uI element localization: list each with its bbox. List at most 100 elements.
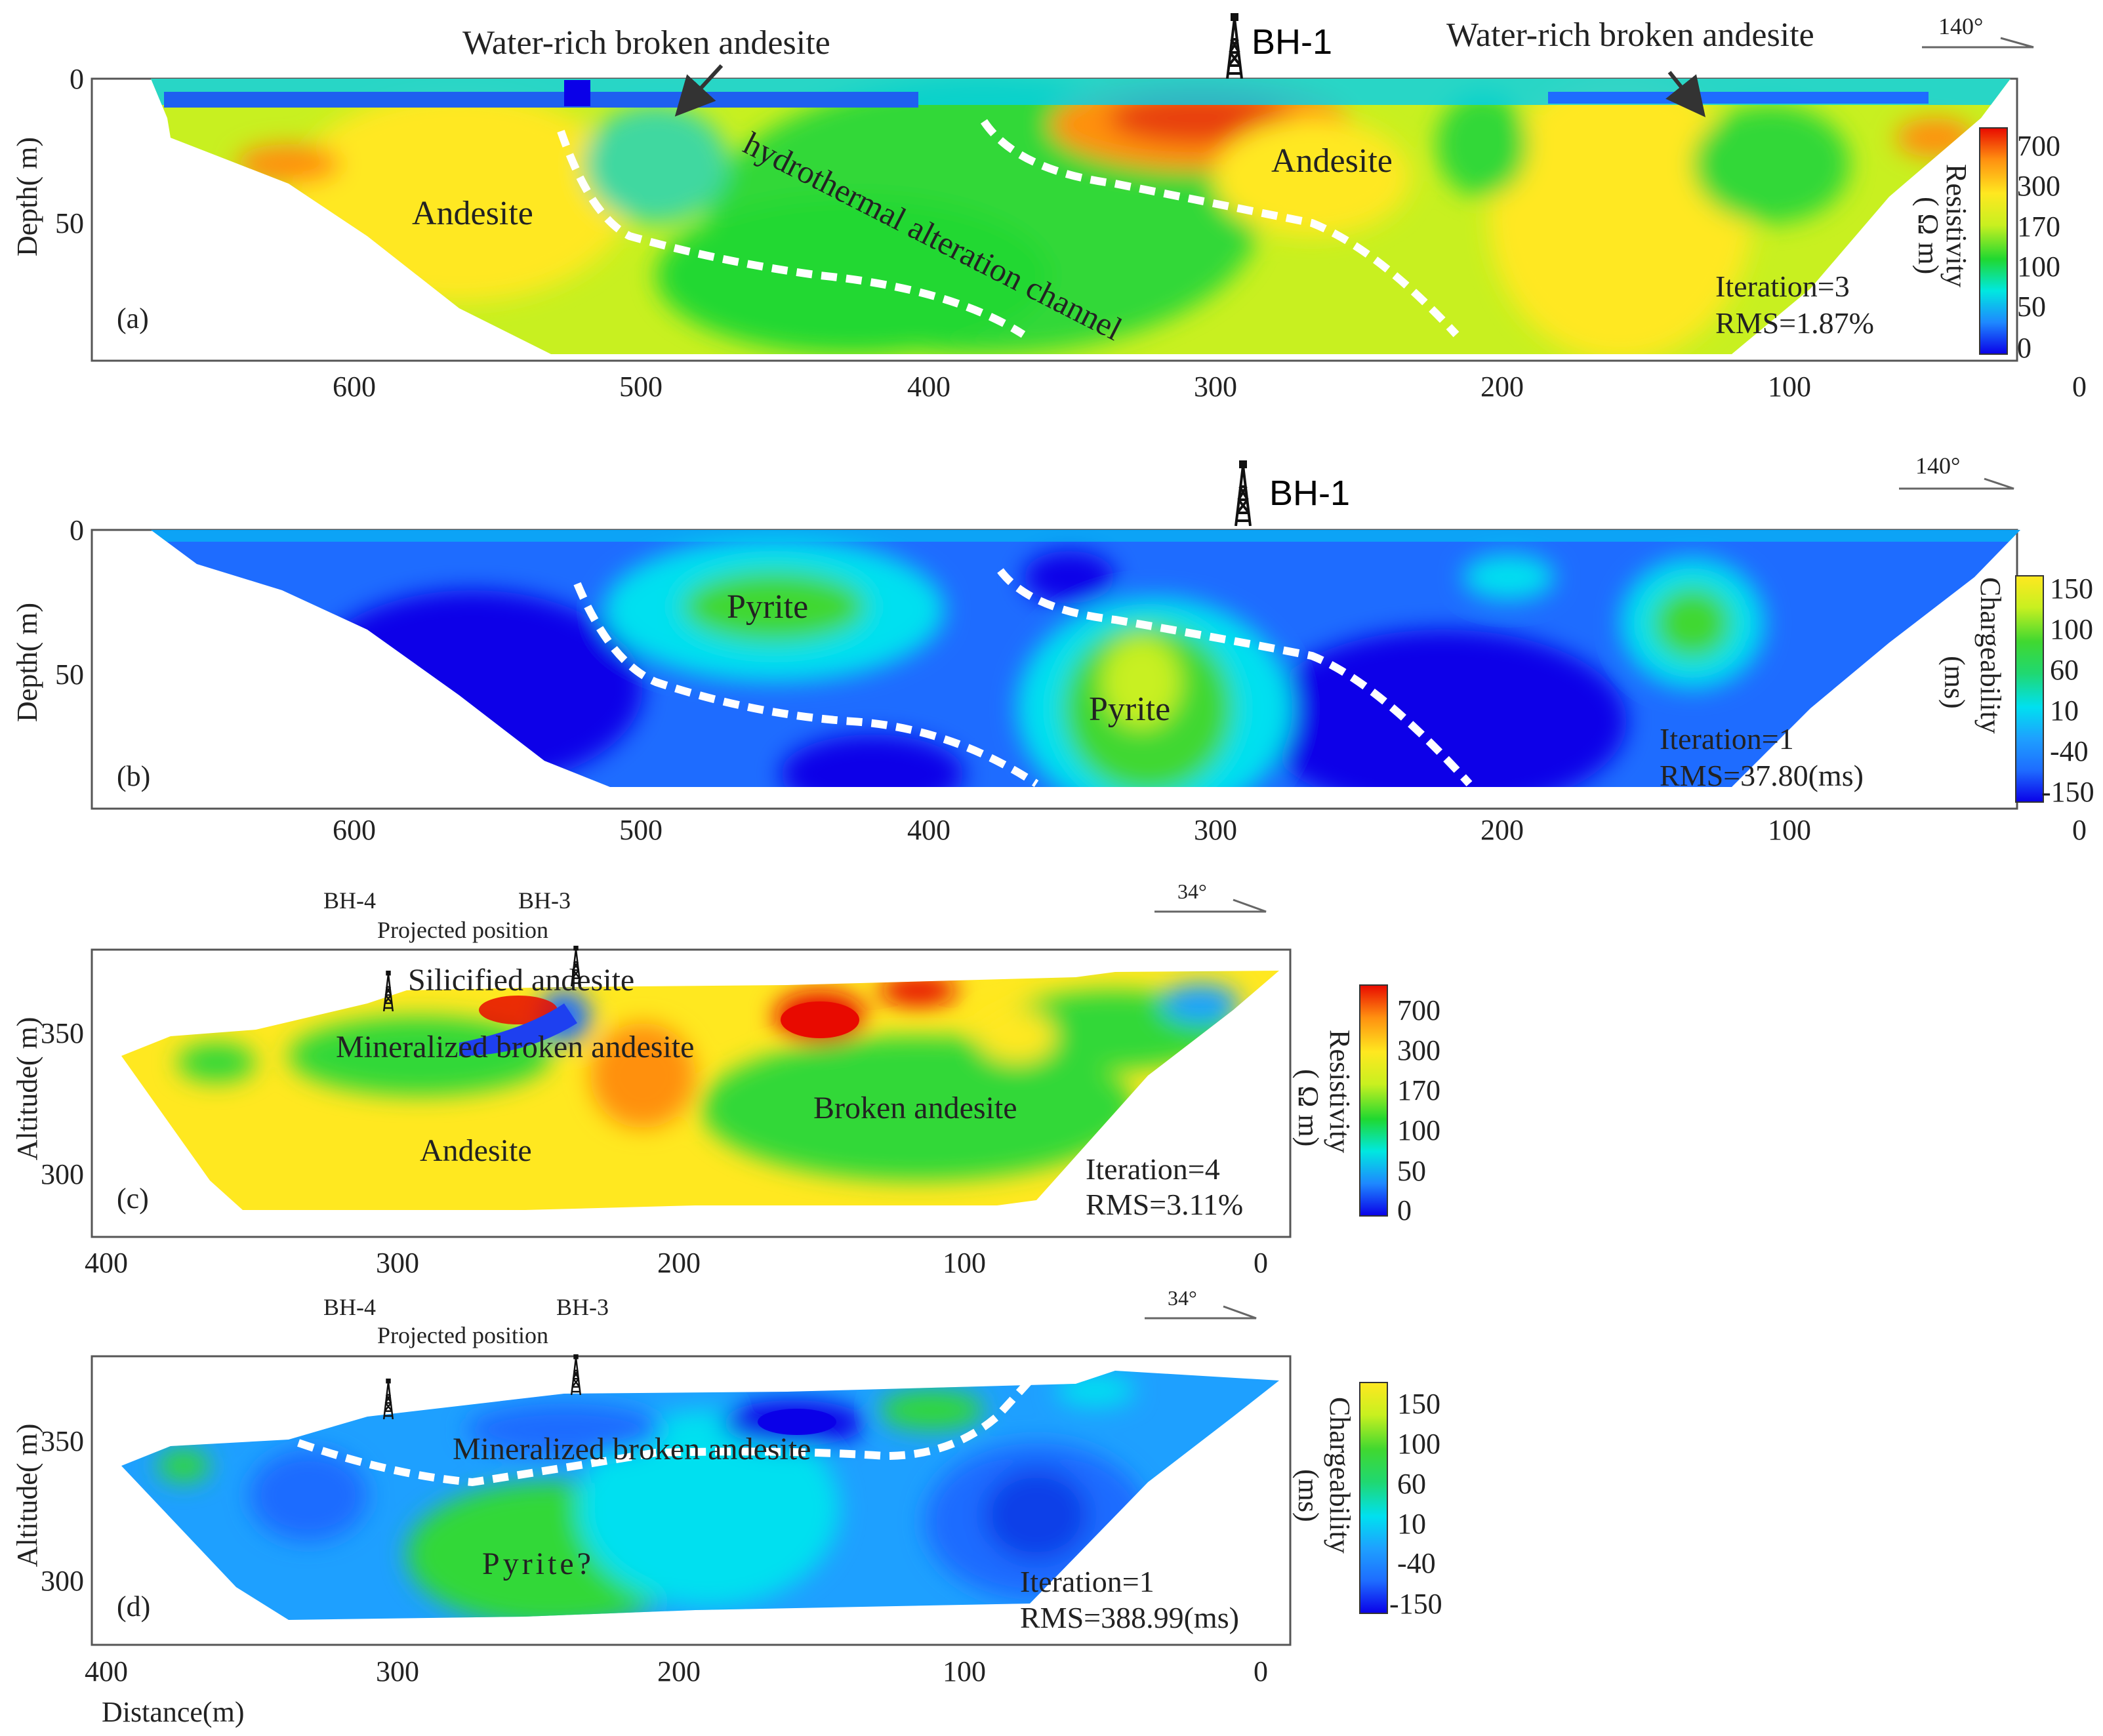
y-tick-label: 300 — [41, 1565, 84, 1597]
annotation: Andesite — [1271, 142, 1393, 180]
colorbar-b — [2015, 575, 2044, 803]
annotation: Pyrite — [1089, 691, 1170, 728]
rms-b: RMS=37.80(ms) — [1660, 759, 1864, 792]
panel-label-d: (d) — [117, 1590, 150, 1623]
x-tick-label: 300 — [1194, 814, 1237, 846]
y-tick-label: 0 — [70, 63, 84, 95]
colorbar-c — [1359, 984, 1388, 1217]
x-tick-label: 100 — [943, 1247, 986, 1279]
colorbar-unit-b: (ms) — [1938, 656, 1970, 709]
x-tick-label: 100 — [943, 1655, 986, 1687]
x-tick-label: 600 — [333, 371, 376, 403]
x-tick-label: 300 — [1194, 371, 1237, 403]
boundary-dashed-b2 — [997, 568, 1473, 787]
orientation-label-c: 34° — [1177, 879, 1207, 903]
colorbar-ticks-b: 150 100 60 10 -40 -150 — [2041, 573, 2094, 808]
y-axis-label-a: Depth( m) — [11, 137, 43, 256]
colorbar-title-c: Resistivity — [1324, 1030, 1356, 1153]
panel-label-a: (a) — [117, 302, 149, 334]
x-tick-label: 200 — [1480, 371, 1524, 403]
iteration-b: Iteration=1 — [1660, 722, 1794, 756]
colorbar-tick: 700 — [2017, 130, 2060, 162]
colorbar-tick: 700 — [1397, 994, 1440, 1026]
panel-d-chargeability: 400 300 200 100 0 Distance(m) 350 300 Al… — [11, 1286, 1442, 1728]
colorbar-tick: -40 — [1397, 1547, 1436, 1579]
rms-c: RMS=3.11% — [1086, 1188, 1243, 1221]
resistivity-section-a — [151, 79, 2011, 354]
annotation: Water-rich broken andesite — [462, 24, 830, 62]
x-tick-label: 400 — [907, 814, 950, 846]
x-tick-label: 0 — [1254, 1655, 1268, 1687]
colorbar-d — [1359, 1382, 1388, 1614]
borehole-label: BH-3 — [518, 887, 571, 914]
y-tick-label: 300 — [41, 1158, 84, 1190]
colorbar-tick: 0 — [1397, 1194, 1412, 1226]
borehole-label: BH-4 — [323, 1294, 376, 1320]
colorbar-a — [1979, 127, 2008, 355]
iteration-a: Iteration=3 — [1715, 270, 1850, 303]
x-tick-label: 0 — [2072, 371, 2087, 403]
annotation: Mineralized broken andesite — [453, 1432, 811, 1466]
iteration-c: Iteration=4 — [1086, 1152, 1220, 1186]
derrick-icon — [570, 1354, 582, 1395]
iteration-d: Iteration=1 — [1020, 1565, 1154, 1598]
y-axis-label-d: Altitude( m) — [11, 1424, 43, 1567]
annotation: Andesite — [420, 1133, 532, 1168]
colorbar-tick: 100 — [2017, 251, 2060, 283]
annotation: Silicified andesite — [408, 963, 634, 998]
orientation-arrow-icon — [1899, 477, 2014, 490]
derrick-icon — [1236, 460, 1250, 526]
orientation-arrow-icon — [1145, 1305, 1257, 1320]
annotation: Pyrite — [727, 588, 808, 626]
plot-frame-d — [91, 1355, 1292, 1646]
colorbar-unit-d: (ms) — [1292, 1469, 1324, 1522]
colorbar-tick: -150 — [2041, 776, 2094, 808]
panel-b-chargeability: 600 500 400 300 200 100 0 0 50 Depth( m)… — [11, 453, 2094, 846]
x-tick-label: 500 — [619, 814, 663, 846]
panel-label-c: (c) — [117, 1182, 149, 1215]
x-tick-labels-d: 400 300 200 100 0 — [85, 1655, 1268, 1687]
colorbar-tick: -40 — [2050, 735, 2089, 767]
colorbar-unit-c: ( Ω m) — [1292, 1069, 1324, 1146]
colorbar-tick: 170 — [1397, 1074, 1440, 1106]
orientation-label-a: 140° — [1938, 13, 1983, 39]
borehole-label: BH-3 — [556, 1294, 609, 1320]
colorbar-tick: 0 — [2017, 332, 2032, 364]
orientation-arrow-icon — [1154, 898, 1267, 913]
x-tick-label: 0 — [2072, 814, 2087, 846]
colorbar-tick: 150 — [1397, 1388, 1440, 1420]
annotation-arrow — [674, 64, 724, 117]
colorbar-tick: 100 — [1397, 1428, 1440, 1460]
x-tick-label: 300 — [376, 1247, 419, 1279]
panel-label-b: (b) — [117, 760, 150, 792]
colorbar-tick: 10 — [1397, 1508, 1426, 1540]
x-tick-labels-c: 400 300 200 100 0 — [85, 1247, 1268, 1279]
annotation: Andesite — [412, 195, 533, 232]
colorbar-tick: 60 — [1397, 1468, 1426, 1500]
boundary-dashed-b1 — [573, 582, 1039, 788]
borehole-note-c: Projected position — [377, 917, 548, 943]
colorbar-tick: 150 — [2050, 573, 2093, 605]
x-tick-label: 400 — [85, 1247, 128, 1279]
x-tick-labels-a: 600 500 400 300 200 100 0 — [333, 371, 2087, 403]
x-tick-label: 100 — [1768, 371, 1811, 403]
rms-d: RMS=388.99(ms) — [1020, 1601, 1239, 1634]
colorbar-tick: 100 — [1397, 1114, 1440, 1146]
colorbar-ticks-a: 700 300 170 100 50 0 — [2017, 130, 2060, 364]
annotation: Water-rich broken andesite — [1446, 16, 1814, 54]
y-tick-label: 350 — [41, 1425, 84, 1457]
orientation-arrow-icon — [1922, 37, 2034, 49]
x-tick-label: 200 — [657, 1655, 701, 1687]
colorbar-ticks-c: 700 300 170 100 50 0 — [1397, 994, 1440, 1226]
colorbar-tick: 170 — [2017, 211, 2060, 243]
x-tick-label: 500 — [619, 371, 663, 403]
x-tick-label: 0 — [1254, 1247, 1268, 1279]
x-tick-label: 400 — [85, 1655, 128, 1687]
colorbar-tick: 60 — [2050, 654, 2079, 686]
colorbar-tick: 300 — [1397, 1034, 1440, 1066]
boundary-dashed-a2 — [981, 119, 1460, 338]
colorbar-title-d: Chargeability — [1324, 1397, 1356, 1554]
annotation: Mineralized broken andesite — [336, 1030, 694, 1064]
plot-frame-c — [91, 948, 1292, 1238]
y-axis-label-c: Altitude( m) — [11, 1017, 43, 1161]
